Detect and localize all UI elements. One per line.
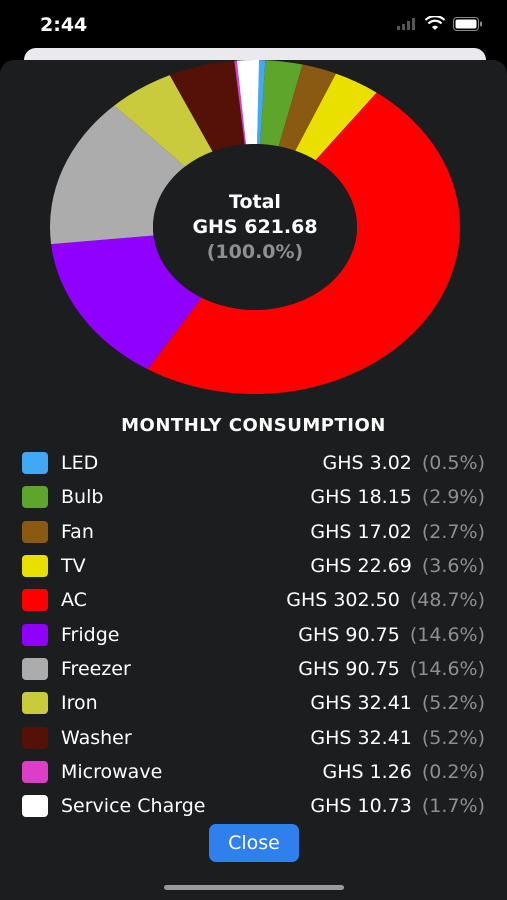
legend-amount: GHS 17.02 xyxy=(310,520,412,543)
wifi-icon xyxy=(425,16,445,30)
legend-amount: GHS 1.26 xyxy=(322,760,412,783)
legend-swatch xyxy=(22,555,48,578)
legend-label: LED xyxy=(61,452,99,475)
legend-amount: GHS 90.75 xyxy=(298,623,400,646)
legend-amount: GHS 10.73 xyxy=(310,795,412,818)
legend-label: Fridge xyxy=(61,623,120,646)
legend-item: Washer GHS 32.41 (5.2%) xyxy=(22,720,485,754)
donut-slice-freezer xyxy=(50,105,186,245)
legend-item: Freezer GHS 90.75 (14.6%) xyxy=(22,652,485,686)
donut-slice-iron xyxy=(114,75,213,167)
status-time: 2:44 xyxy=(40,14,88,36)
legend-label: Service Charge xyxy=(61,795,206,818)
donut-slice-bulb xyxy=(260,60,303,147)
legend-item: LED GHS 3.02 (0.5%) xyxy=(22,446,485,480)
legend-title: MONTHLY CONSUMPTION xyxy=(121,415,386,436)
legend-amount: GHS 90.75 xyxy=(298,657,400,680)
legend-swatch xyxy=(22,760,48,783)
legend-swatch xyxy=(22,623,48,646)
legend-label: AC xyxy=(61,589,87,612)
legend-item: Iron GHS 32.41 (5.2%) xyxy=(22,686,485,720)
donut-slice-washer xyxy=(169,60,245,152)
legend-swatch xyxy=(22,520,48,543)
legend-label: Freezer xyxy=(61,657,131,680)
status-icons xyxy=(397,16,483,31)
legend-amount: GHS 18.15 xyxy=(310,486,412,509)
donut-hole xyxy=(153,144,357,310)
legend-item: Fan GHS 17.02 (2.7%) xyxy=(22,515,485,549)
legend-percent: (5.2%) xyxy=(421,692,485,715)
legend-label: Bulb xyxy=(61,486,104,509)
center-label: Total xyxy=(229,191,281,213)
legend-label: Iron xyxy=(61,692,98,715)
legend-percent: (5.2%) xyxy=(421,726,485,749)
chart-center-total: Total GHS 621.68 (100.0%) xyxy=(155,190,355,265)
status-bar: 2:44 xyxy=(0,0,507,52)
legend-item: Service Charge GHS 10.73 (1.7%) xyxy=(22,789,485,823)
legend-amount: GHS 22.69 xyxy=(310,555,412,578)
legend-swatch xyxy=(22,726,48,749)
legend-percent: (3.6%) xyxy=(421,555,485,578)
legend-swatch xyxy=(22,795,48,818)
home-indicator[interactable] xyxy=(164,885,344,890)
signal-icon xyxy=(397,17,415,30)
legend-percent: (0.2%) xyxy=(421,760,485,783)
legend-item: Microwave GHS 1.26 (0.2%) xyxy=(22,755,485,789)
close-button[interactable]: Close xyxy=(209,824,299,862)
legend-amount: GHS 302.50 xyxy=(286,589,400,612)
legend-item: Fridge GHS 90.75 (14.6%) xyxy=(22,617,485,651)
legend-amount: GHS 3.02 xyxy=(322,452,412,475)
legend-amount: GHS 32.41 xyxy=(310,692,412,715)
legend-percent: (0.5%) xyxy=(421,452,485,475)
legend-swatch xyxy=(22,452,48,475)
legend-item: TV GHS 22.69 (3.6%) xyxy=(22,549,485,583)
legend-label: TV xyxy=(61,555,86,578)
donut-chart xyxy=(50,60,460,394)
legend-percent: (14.6%) xyxy=(409,623,485,646)
legend-percent: (2.9%) xyxy=(421,486,485,509)
battery-icon xyxy=(453,16,482,31)
legend-percent: (2.7%) xyxy=(421,520,485,543)
legend-swatch xyxy=(22,692,48,715)
donut-slice-service-charge xyxy=(236,60,260,145)
legend-label: Microwave xyxy=(61,760,163,783)
legend-percent: (14.6%) xyxy=(409,657,485,680)
legend-label: Fan xyxy=(61,520,94,543)
legend-swatch xyxy=(22,589,48,612)
donut-slice-fridge xyxy=(51,235,202,370)
legend-swatch xyxy=(22,486,48,509)
donut-slice-microwave xyxy=(234,60,246,145)
legend-swatch xyxy=(22,657,48,680)
legend-item: Bulb GHS 18.15 (2.9%) xyxy=(22,480,485,514)
center-percent: (100.0%) xyxy=(206,241,304,263)
donut-slice-fan xyxy=(278,64,336,151)
donut-slice-led xyxy=(257,60,266,145)
legend-percent: (1.7%) xyxy=(421,795,485,818)
donut-slice-tv xyxy=(295,73,377,161)
center-value: GHS 621.68 xyxy=(192,216,318,238)
donut-slice-ac xyxy=(147,92,460,394)
legend-list: LED GHS 3.02 (0.5%) Bulb GHS 18.15 (2.9%) Fan G… xyxy=(22,446,485,823)
legend-label: Washer xyxy=(61,726,132,749)
legend-percent: (48.7%) xyxy=(409,589,485,612)
legend-item: AC GHS 302.50 (48.7%) xyxy=(22,583,485,617)
legend-amount: GHS 32.41 xyxy=(310,726,412,749)
